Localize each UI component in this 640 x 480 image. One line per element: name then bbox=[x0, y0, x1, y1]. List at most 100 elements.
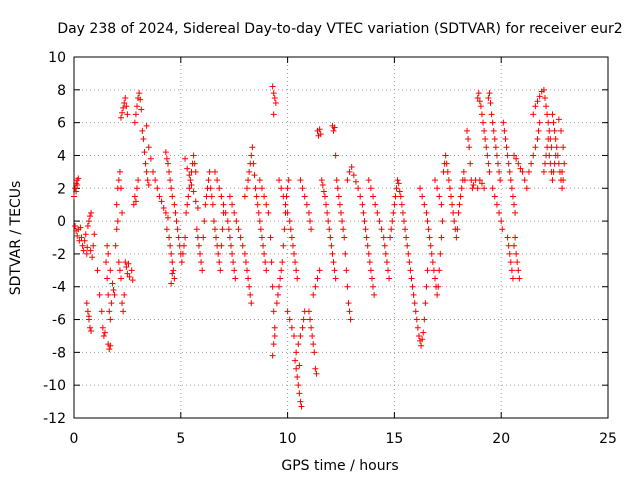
data-point bbox=[330, 259, 337, 266]
data-point bbox=[88, 209, 95, 216]
data-point bbox=[235, 226, 242, 233]
data-point bbox=[484, 152, 491, 159]
data-point bbox=[100, 332, 107, 339]
data-point bbox=[560, 177, 567, 184]
data-point bbox=[514, 259, 521, 266]
data-point bbox=[288, 234, 295, 241]
data-point bbox=[443, 160, 450, 167]
data-point bbox=[423, 209, 430, 216]
data-point bbox=[116, 267, 123, 274]
data-point bbox=[274, 291, 281, 298]
data-point bbox=[73, 188, 80, 195]
data-point bbox=[121, 99, 128, 106]
data-point bbox=[265, 209, 272, 216]
data-point bbox=[438, 201, 445, 208]
data-point bbox=[355, 185, 362, 192]
data-point bbox=[184, 165, 191, 172]
data-point bbox=[299, 324, 306, 331]
data-point bbox=[431, 275, 438, 282]
data-point bbox=[496, 209, 503, 216]
data-point bbox=[296, 362, 303, 369]
data-point bbox=[364, 242, 371, 249]
data-point bbox=[550, 168, 557, 175]
data-point bbox=[256, 218, 263, 225]
data-point bbox=[490, 127, 497, 134]
data-point bbox=[197, 250, 204, 257]
data-point bbox=[201, 218, 208, 225]
data-point bbox=[287, 226, 294, 233]
data-point bbox=[225, 226, 232, 233]
data-point bbox=[497, 177, 504, 184]
data-point bbox=[426, 234, 433, 241]
data-point bbox=[345, 300, 352, 307]
data-point bbox=[109, 280, 116, 287]
data-point bbox=[90, 242, 97, 249]
data-point bbox=[513, 155, 520, 162]
data-point bbox=[506, 250, 513, 257]
data-point bbox=[422, 300, 429, 307]
data-point bbox=[277, 275, 284, 282]
data-point bbox=[214, 177, 221, 184]
data-point bbox=[546, 127, 553, 134]
data-point bbox=[424, 218, 431, 225]
data-point bbox=[169, 259, 176, 266]
data-point bbox=[226, 193, 233, 200]
data-point bbox=[346, 308, 353, 315]
data-point bbox=[203, 193, 210, 200]
data-point bbox=[85, 313, 92, 320]
data-point bbox=[279, 259, 286, 266]
data-point bbox=[323, 201, 330, 208]
data-point bbox=[444, 168, 451, 175]
data-point bbox=[170, 267, 177, 274]
data-point bbox=[551, 127, 558, 134]
data-point bbox=[284, 185, 291, 192]
data-point bbox=[79, 242, 86, 249]
data-point bbox=[446, 185, 453, 192]
data-point bbox=[491, 193, 498, 200]
data-point bbox=[313, 370, 320, 377]
data-point bbox=[217, 267, 224, 274]
data-point bbox=[112, 242, 119, 249]
data-point bbox=[325, 218, 332, 225]
data-point bbox=[143, 168, 150, 175]
data-point bbox=[80, 247, 87, 254]
data-point bbox=[419, 193, 426, 200]
data-point bbox=[321, 193, 328, 200]
data-point bbox=[415, 332, 422, 339]
data-point bbox=[409, 283, 416, 290]
data-point bbox=[194, 204, 201, 211]
data-point bbox=[310, 291, 317, 298]
data-point bbox=[209, 201, 216, 208]
data-point bbox=[457, 193, 464, 200]
data-point bbox=[387, 234, 394, 241]
data-point bbox=[305, 308, 312, 315]
data-point bbox=[335, 193, 342, 200]
data-point bbox=[245, 177, 252, 184]
data-point bbox=[282, 201, 289, 208]
data-point bbox=[382, 250, 389, 257]
data-point bbox=[267, 234, 274, 241]
data-point bbox=[419, 336, 426, 343]
data-point bbox=[505, 160, 512, 167]
y-tick-label: -8 bbox=[52, 345, 66, 361]
data-point bbox=[108, 300, 115, 307]
data-point bbox=[270, 111, 277, 118]
data-point bbox=[301, 193, 308, 200]
y-tick-label: -2 bbox=[52, 247, 66, 263]
data-point bbox=[393, 185, 400, 192]
data-point bbox=[171, 275, 178, 282]
data-point bbox=[501, 127, 508, 134]
data-point bbox=[294, 275, 301, 282]
data-point bbox=[281, 226, 288, 233]
data-point bbox=[297, 177, 304, 184]
y-tick-label: 4 bbox=[57, 148, 66, 164]
data-point bbox=[117, 185, 124, 192]
data-point bbox=[451, 218, 458, 225]
data-point bbox=[295, 341, 302, 348]
data-point bbox=[365, 177, 372, 184]
data-point bbox=[532, 103, 539, 110]
data-point bbox=[456, 201, 463, 208]
data-point bbox=[478, 111, 485, 118]
data-point bbox=[213, 234, 220, 241]
data-point bbox=[186, 185, 193, 192]
